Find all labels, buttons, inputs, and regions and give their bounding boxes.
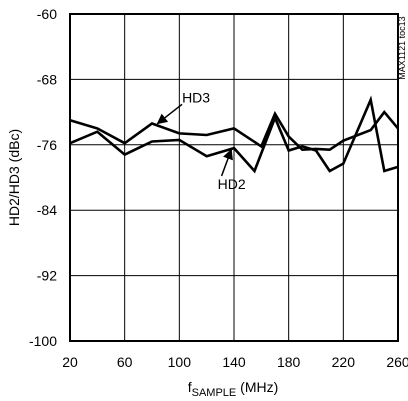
- annotation-arrow-hd2: [220, 148, 233, 177]
- x-tick-label: 180: [277, 354, 301, 370]
- x-axis-label: fSAMPLE (MHz): [188, 379, 279, 399]
- annotations: HD3 HD2: [156, 89, 246, 192]
- series-line-hd2: [69, 95, 399, 174]
- annotation-arrow-hd3: [156, 103, 183, 125]
- y-tick-label: -100: [29, 333, 57, 349]
- grid: [70, 14, 398, 341]
- series-line-hd3: [69, 110, 399, 152]
- y-tick-label: -60: [37, 6, 57, 22]
- y-tick-label: -84: [37, 202, 57, 218]
- y-tick-label: -76: [37, 137, 57, 153]
- x-tick-label: 60: [117, 354, 133, 370]
- x-tick-label: 100: [168, 354, 192, 370]
- series-layer: [69, 95, 399, 174]
- y-tick-labels: -60 -68 -76 -84 -92 -100: [29, 6, 57, 349]
- x-axis-label-subscript: SAMPLE: [192, 387, 237, 399]
- x-axis-label-main: f: [188, 379, 192, 395]
- annotation-hd3: HD3: [182, 89, 210, 105]
- x-tick-labels: 20 60 100 140 180 220 260: [62, 354, 408, 370]
- x-tick-label: 220: [332, 354, 356, 370]
- x-tick-label: 260: [386, 354, 408, 370]
- x-tick-label: 140: [222, 354, 246, 370]
- y-tick-label: -92: [37, 268, 57, 284]
- x-tick-label: 20: [62, 354, 78, 370]
- figure-id-watermark: MAX1121 toc13: [397, 16, 407, 79]
- x-axis-label-unit: (MHz): [236, 379, 278, 395]
- y-tick-label: -68: [37, 71, 57, 87]
- annotation-hd2: HD2: [218, 176, 246, 192]
- y-axis-label: HD2/HD3 (dBc): [6, 129, 22, 226]
- plot-frame: [69, 13, 399, 342]
